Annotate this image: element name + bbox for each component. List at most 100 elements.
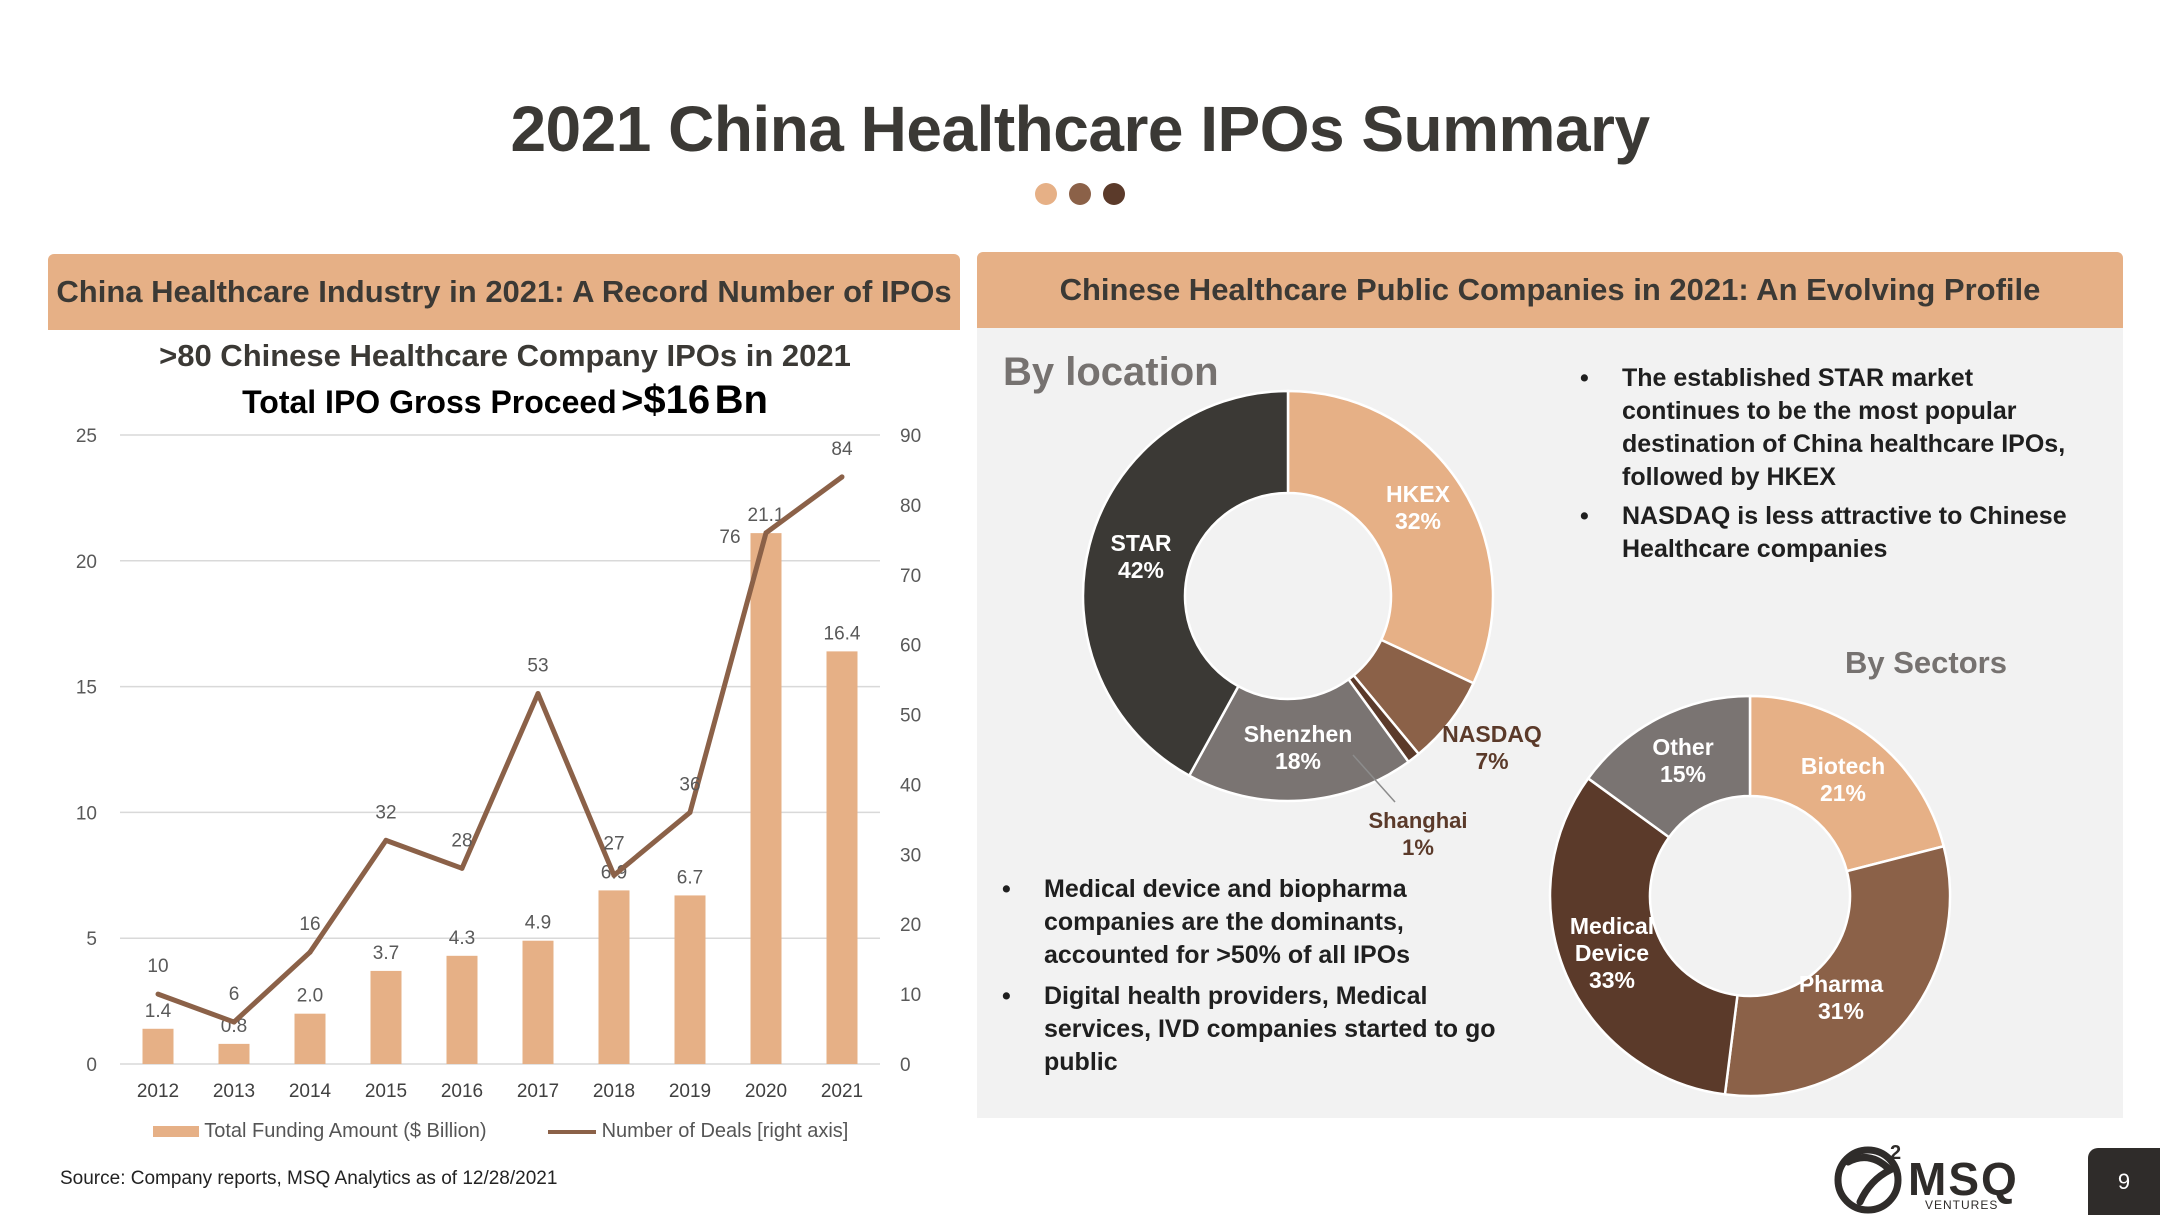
x-tick-label: 2012 — [137, 1081, 179, 1102]
deals-line — [157, 474, 844, 1025]
title-decoration-dots — [1035, 183, 1125, 207]
line-value-label: 32 — [375, 802, 396, 823]
x-tick-label: 2017 — [517, 1081, 559, 1102]
sector-bullet-1: Medical device and biopharma companies a… — [994, 873, 1534, 972]
bar-value-label: 1.4 — [145, 1001, 172, 1022]
y-right-tick-label: 90 — [900, 426, 921, 447]
line-point — [839, 474, 845, 480]
bar — [218, 1043, 250, 1064]
line-value-label: 27 — [603, 833, 624, 854]
y-left-tick-label: 5 — [86, 929, 97, 950]
y-right-tick-label: 60 — [900, 636, 921, 657]
y-right-tick-label: 50 — [900, 706, 921, 727]
line-point — [231, 1019, 237, 1025]
bar-value-label: 2.0 — [297, 986, 323, 1007]
legend-bar-label: Total Funding Amount ($ Billion) — [204, 1120, 487, 1142]
legend-line-label: Number of Deals [right axis] — [601, 1120, 849, 1142]
bar-value-label: 21.1 — [748, 505, 785, 526]
y-left-tick-label: 25 — [76, 426, 97, 447]
logo-mark-superscript: 2 — [1890, 1142, 1902, 1164]
bar-value-label: 3.7 — [373, 943, 399, 964]
x-tick-label: 2013 — [213, 1081, 255, 1102]
bar-value-label: 16.4 — [824, 623, 861, 644]
page-title: 2021 China Healthcare IPOs Summary — [510, 93, 1650, 165]
location-bullet-1: The established STAR market continues to… — [1572, 362, 2092, 494]
y-right-tick-label: 40 — [900, 775, 921, 796]
chart-subtitle-2-amount: $16 — [643, 378, 711, 422]
bar — [674, 895, 706, 1064]
left-panel-header: China Healthcare Industry in 2021: A Rec… — [48, 254, 960, 330]
chart-subtitle-2-prefix: Total IPO Gross Proceed — [242, 384, 617, 420]
bar — [446, 955, 478, 1064]
bar-value-label: 6.7 — [677, 867, 703, 888]
line-value-label: 28 — [451, 830, 472, 851]
bar — [750, 533, 782, 1064]
msq-logo-mark — [1834, 1146, 1902, 1214]
by-location-label: By location — [1003, 350, 1219, 394]
sector-bullets: Medical device and biopharma companies a… — [994, 873, 1534, 1085]
location-bullets: The established STAR market continues to… — [1572, 362, 2092, 572]
line-point — [535, 691, 541, 697]
line-value-label: 76 — [719, 527, 740, 548]
y-left-tick-label: 15 — [76, 678, 97, 699]
bar — [294, 1013, 326, 1064]
y-left-tick-label: 10 — [76, 803, 97, 824]
legend-bar-entry: Total Funding Amount ($ Billion) — [153, 1120, 487, 1143]
bar — [370, 970, 402, 1064]
x-tick-label: 2021 — [821, 1081, 863, 1102]
line-value-label: 36 — [679, 774, 700, 795]
logo-text: MSQ — [1908, 1153, 2019, 1205]
page-number: 9 — [2088, 1148, 2160, 1215]
bar-value-label: 4.3 — [449, 928, 475, 949]
bar-value-label: 4.9 — [525, 913, 551, 934]
msq-logo: 2 MSQ VENTURES — [1830, 1140, 2050, 1215]
location-bullet-2: NASDAQ is less attractive to Chinese Hea… — [1572, 500, 2092, 566]
logo-subtext: VENTURES — [1925, 1198, 1999, 1212]
x-tick-label: 2020 — [745, 1081, 787, 1102]
legend-bar-swatch — [153, 1126, 199, 1138]
y-right-tick-label: 30 — [900, 845, 921, 866]
line-point — [611, 872, 617, 878]
bar — [522, 940, 554, 1064]
line-point — [763, 530, 769, 536]
y-right-tick-label: 20 — [900, 915, 921, 936]
line-point — [307, 949, 313, 955]
sector-bullet-2: Digital health providers, Medical servic… — [994, 980, 1534, 1079]
left-panel-header-text: China Healthcare Industry in 2021: A Rec… — [56, 274, 952, 309]
chart-subtitle: >80 Chinese Healthcare Company IPOs in 2… — [159, 338, 851, 373]
x-tick-label: 2019 — [669, 1081, 711, 1102]
y-left-tick-label: 20 — [76, 552, 97, 573]
bar — [598, 890, 630, 1064]
bar — [826, 651, 858, 1064]
chart-subtitle-2-gt: > — [621, 380, 644, 422]
dot-1 — [1035, 183, 1057, 205]
dot-3 — [1103, 183, 1125, 205]
y-right-tick-label: 70 — [900, 566, 921, 587]
right-panel-header: Chinese Healthcare Public Companies in 2… — [977, 252, 2123, 328]
line-point — [383, 837, 389, 843]
chart-subtitle-2: Total IPO Gross Proceed >$16 Bn — [50, 378, 960, 423]
by-sectors-label: By Sectors — [1845, 645, 2007, 680]
y-right-tick-label: 80 — [900, 496, 921, 517]
line-point — [459, 865, 465, 871]
line-value-label: 84 — [831, 439, 853, 460]
line-value-label: 16 — [299, 914, 320, 935]
x-tick-label: 2016 — [441, 1081, 483, 1102]
line-point — [687, 809, 693, 815]
x-tick-label: 2015 — [365, 1081, 407, 1102]
chart-subtitle-2-unit: Bn — [714, 378, 768, 422]
right-panel-header-text: Chinese Healthcare Public Companies in 2… — [1059, 272, 2041, 307]
legend-line-entry: Number of Deals [right axis] — [548, 1120, 848, 1143]
bar — [142, 1028, 174, 1064]
bar-value-label: 6.9 — [601, 862, 627, 883]
legend-line-swatch — [548, 1129, 596, 1134]
y-right-tick-label: 0 — [900, 1055, 911, 1076]
y-right-tick-label: 10 — [900, 985, 921, 1006]
y-left-tick-label: 0 — [86, 1055, 97, 1076]
source-note: Source: Company reports, MSQ Analytics a… — [60, 1168, 558, 1189]
line-value-label: 53 — [527, 656, 548, 677]
line-value-label: 6 — [229, 984, 240, 1005]
x-tick-label: 2018 — [593, 1081, 635, 1102]
line-value-label: 10 — [147, 956, 168, 977]
line-point — [155, 991, 161, 997]
